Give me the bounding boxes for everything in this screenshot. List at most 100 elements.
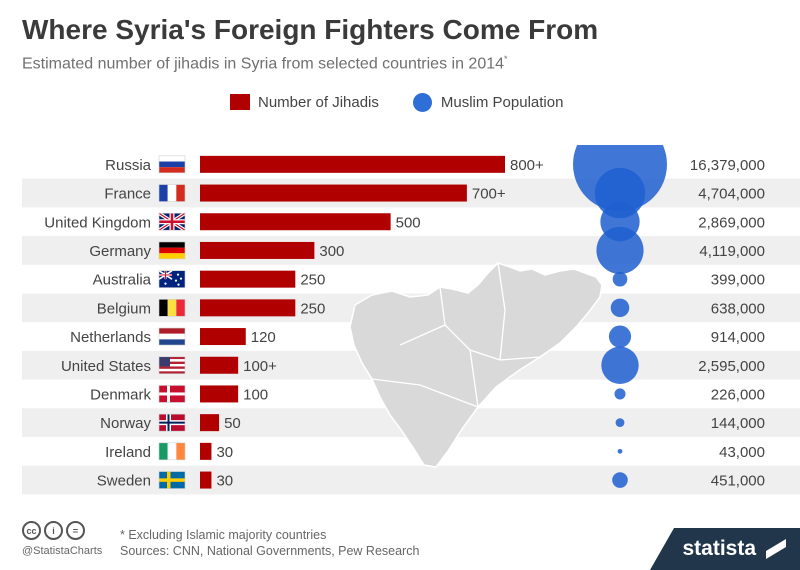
muslim-population-bubble <box>614 388 626 400</box>
country-label: United Kingdom <box>44 214 151 231</box>
population-value-label: 638,000 <box>711 300 765 317</box>
jihadis-bar <box>200 299 296 317</box>
muslim-population-bubble <box>596 226 644 275</box>
legend: Number of Jihadis Muslim Population <box>230 92 563 112</box>
country-label: Russia <box>105 157 152 174</box>
population-value-label: 16,379,000 <box>690 157 765 174</box>
syria-map <box>349 262 603 468</box>
population-value-label: 399,000 <box>711 272 765 289</box>
population-value-label: 43,000 <box>719 444 765 461</box>
muslim-population-bubble <box>612 472 628 488</box>
population-value-label: 226,000 <box>711 386 765 403</box>
population-value-label: 4,704,000 <box>698 186 765 203</box>
chart-row: Denmark 100 <box>90 385 268 403</box>
country-label: Denmark <box>90 386 151 403</box>
chart-row: France 700+ <box>104 184 506 203</box>
chart-row: Russia 800+ <box>105 155 544 174</box>
jihadis-value-label: 100+ <box>243 358 277 375</box>
population-value-label: 2,595,000 <box>698 358 765 375</box>
legend-bubble-swatch <box>412 92 432 112</box>
chart-title: Where Syria's Foreign Fighters Come From <box>22 14 599 45</box>
chart-row: Ireland 30 <box>105 442 233 461</box>
germany-flag <box>158 241 186 260</box>
muslim-population-bubble <box>601 346 639 384</box>
jihadis-bar <box>200 155 505 173</box>
jihadis-value-label: 250 <box>300 300 325 317</box>
belgium-flag <box>158 299 186 317</box>
country-label: Ireland <box>105 444 151 461</box>
chart-row: Germany 300 <box>89 241 344 260</box>
jihadis-value-label: 700+ <box>472 186 506 203</box>
row-stripe <box>22 465 800 495</box>
jihadis-value-label: 50 <box>224 415 241 432</box>
attribution-icon: i <box>44 521 63 540</box>
jihadis-bar <box>200 471 212 489</box>
country-label: Sweden <box>97 473 151 490</box>
sweden-flag <box>158 471 186 489</box>
population-value-label: 2,869,000 <box>698 214 765 231</box>
chart-row: Norway 50 <box>100 413 241 432</box>
russia-flag <box>158 155 186 174</box>
jihadis-bar <box>200 414 220 432</box>
chart-row: Belgium 250 <box>97 299 325 317</box>
country-label: Australia <box>93 272 152 289</box>
legend-bar-swatch <box>230 94 250 110</box>
cc-icon: cc <box>22 521 41 540</box>
legend-bubbles-label: Muslim Population <box>440 93 564 111</box>
jihadis-bar <box>200 385 239 403</box>
france-flag <box>158 184 186 202</box>
population-value-label: 144,000 <box>711 415 765 432</box>
jihadis-bar <box>200 213 391 231</box>
row-stripe <box>22 236 800 265</box>
country-label: Germany <box>89 243 151 260</box>
jihadis-bar <box>200 356 239 374</box>
brand-text: statista <box>682 537 756 560</box>
sources: Sources: CNN, National Governments, Pew … <box>120 544 420 558</box>
population-value-label: 451,000 <box>711 473 765 490</box>
license-icons: cc i = <box>22 521 85 540</box>
bar-bubble-chart: Russia 800+ France 700+ United Kingdom 500 Ger… <box>22 145 800 495</box>
country-label: Norway <box>100 415 151 432</box>
norway-flag <box>158 413 186 432</box>
map-region-borders <box>371 262 541 408</box>
country-label: United States <box>61 358 151 375</box>
statista-logo[interactable]: statista <box>650 528 800 570</box>
legend-bars-label: Number of Jihadis <box>258 93 379 111</box>
chart-row: United Kingdom 500 <box>44 211 421 232</box>
country-label: Netherlands <box>70 329 151 346</box>
denmark-flag <box>158 385 186 403</box>
statista-handle: @StatistaCharts <box>22 545 103 557</box>
jihadis-value-label: 250 <box>300 272 325 289</box>
chart-row: Sweden 30 <box>97 471 233 490</box>
jihadis-bar <box>200 442 212 460</box>
jihadis-bar <box>200 328 246 346</box>
muslim-population-bubble <box>617 448 623 454</box>
no-derivatives-icon: = <box>66 521 85 540</box>
subtitle-text: Estimated number of jihadis in Syria fro… <box>22 55 505 73</box>
footnote: * Excluding Islamic majority countries <box>120 528 327 542</box>
muslim-population-bubble <box>608 325 632 348</box>
population-value-label: 914,000 <box>711 329 765 346</box>
ireland-flag <box>158 442 186 461</box>
jihadis-value-label: 120 <box>251 329 276 346</box>
jihadis-value-label: 100 <box>243 386 268 403</box>
country-label: Belgium <box>97 300 151 317</box>
jihadis-value-label: 30 <box>216 444 233 461</box>
jihadis-bar <box>200 241 315 259</box>
jihadis-value-label: 300 <box>319 243 344 260</box>
muslim-population-bubble <box>612 271 628 287</box>
jihadis-bar <box>200 184 467 202</box>
country-label: France <box>104 186 151 203</box>
chart-row: United States 100+ <box>61 356 277 375</box>
statista-logo-icon <box>766 539 786 559</box>
population-value-label: 4,119,000 <box>699 243 765 260</box>
jihadis-value-label: 500 <box>396 214 421 231</box>
chart-subtitle: Estimated number of jihadis in Syria fro… <box>22 54 508 73</box>
jihadis-value-label: 30 <box>216 473 233 490</box>
australia-flag <box>158 269 186 288</box>
netherlands-flag <box>158 327 186 346</box>
uk-flag <box>158 211 186 232</box>
chart-row: Netherlands 120 <box>70 327 276 346</box>
muslim-population-bubble <box>594 167 646 219</box>
muslim-population-bubble <box>610 298 630 318</box>
